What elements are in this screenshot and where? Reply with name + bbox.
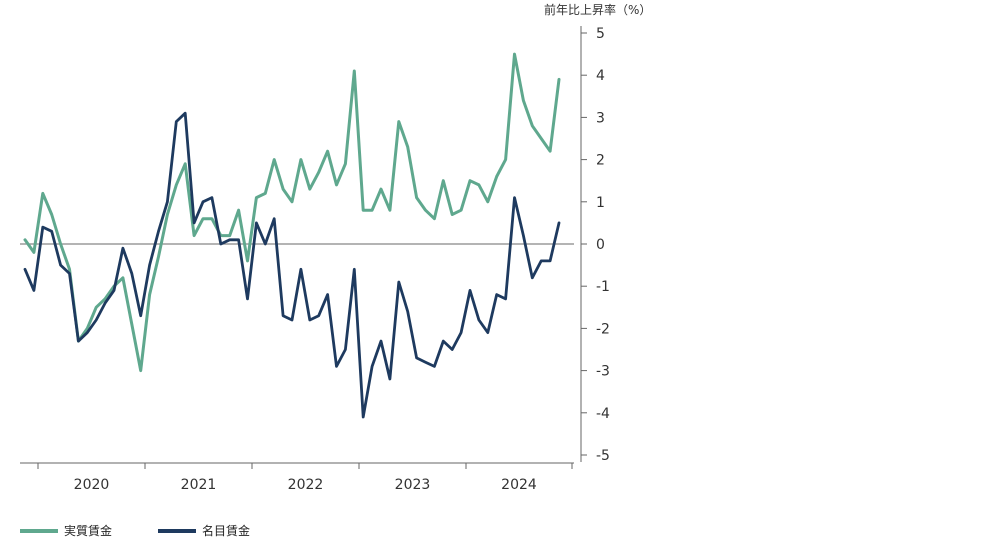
y-tick-label: 5 xyxy=(596,26,605,42)
legend-swatch-real-wages xyxy=(20,528,58,533)
x-tick-label: 2020 xyxy=(74,477,110,493)
y-tick-label: -2 xyxy=(596,321,610,337)
chart-legend: 実質賃金 名目賃金 xyxy=(20,522,250,539)
x-tick-label: 2022 xyxy=(288,477,324,493)
chart-axes: 5 4 3 2 1 0 -1 -2 -3 -4 -5 2020 2021 2022 2023 2024 xyxy=(20,26,610,493)
y-tick-label: -4 xyxy=(596,406,610,422)
chart-marks xyxy=(23,52,561,419)
y-tick-label: -1 xyxy=(596,279,610,295)
y-tick-label: 0 xyxy=(596,237,605,253)
y-tick-label: -3 xyxy=(596,364,610,380)
series-line-real-wages xyxy=(23,52,561,373)
y-tick-label: 3 xyxy=(596,110,605,126)
legend-swatch-nominal-wages xyxy=(158,528,197,533)
x-tick-label: 2021 xyxy=(181,477,217,493)
legend-label-nominal-wages: 名目賃金 xyxy=(202,524,251,538)
series-line-nominal-wages xyxy=(23,111,561,419)
y-tick-label: 1 xyxy=(596,195,605,211)
legend-label-real-wages: 実質賃金 xyxy=(64,524,113,538)
y-tick-label: -5 xyxy=(596,448,610,464)
legend-item-real-wages: 実質賃金 xyxy=(20,522,112,539)
y-tick-label: 4 xyxy=(596,68,605,84)
y-tick-label: 2 xyxy=(596,153,605,169)
x-tick-label: 2023 xyxy=(395,477,431,493)
x-tick-label: 2024 xyxy=(501,477,537,493)
y-axis-title: 前年比上昇率（%） xyxy=(544,2,651,17)
legend-item-nominal-wages: 名目賃金 xyxy=(158,522,250,539)
